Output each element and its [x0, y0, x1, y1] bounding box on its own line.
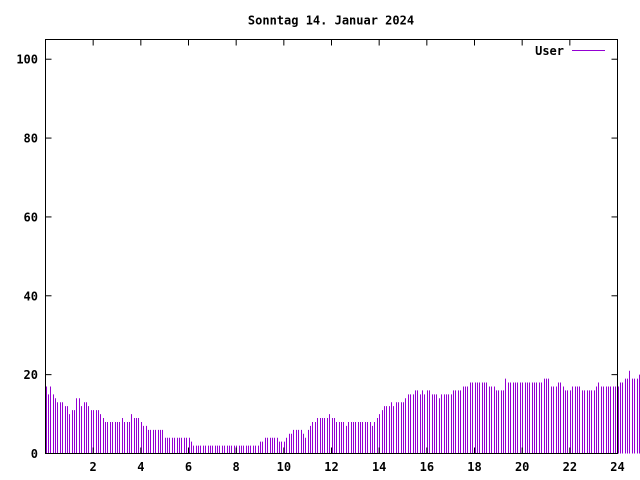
y-tick-label: 0	[31, 447, 38, 461]
legend: User	[535, 44, 605, 58]
y-tick-label: 20	[24, 368, 38, 382]
y-tick-label: 80	[24, 132, 38, 146]
x-tick-label: 8	[233, 460, 240, 474]
x-tick-label: 22	[563, 460, 577, 474]
x-tick-label: 18	[467, 460, 481, 474]
x-tick-label: 14	[372, 460, 386, 474]
x-tick-label: 24	[610, 460, 624, 474]
y-tick-label: 40	[24, 289, 38, 303]
x-tick-label: 16	[420, 460, 434, 474]
x-tick-label: 10	[277, 460, 291, 474]
axis-ticks	[45, 39, 618, 454]
chart-title: Sonntag 14. Januar 2024	[248, 14, 414, 28]
x-tick-label: 6	[185, 460, 192, 474]
bar-series-user	[46, 370, 640, 454]
y-tick-label: 100	[16, 53, 38, 67]
x-tick-label: 12	[324, 460, 338, 474]
x-tick-label: 4	[137, 460, 144, 474]
y-tick-label: 60	[24, 210, 38, 224]
plot-frame	[45, 39, 618, 454]
legend-label-user: User	[535, 44, 564, 58]
x-tick-label: 20	[515, 460, 529, 474]
x-tick-label: 2	[90, 460, 97, 474]
